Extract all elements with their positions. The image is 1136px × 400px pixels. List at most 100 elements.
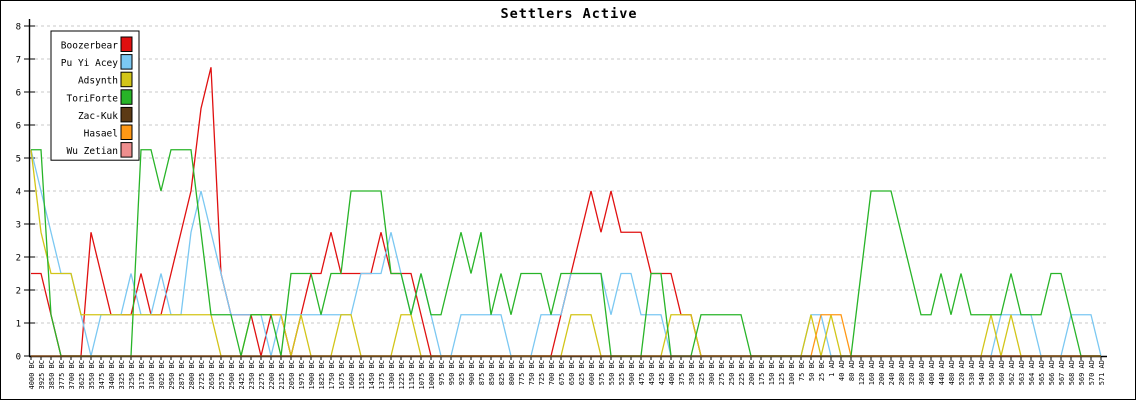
x-tick-label: 2575 BC bbox=[218, 360, 226, 390]
series-line-toriforte bbox=[31, 149, 1101, 357]
x-tick-label: 675 BC bbox=[558, 360, 566, 385]
x-tick-label: 2725 BC bbox=[198, 360, 206, 390]
x-tick-label: 3325 BC bbox=[118, 360, 126, 390]
y-tick-label: 2 bbox=[16, 254, 21, 264]
y-tick-label: 4 bbox=[16, 188, 21, 198]
x-tick-label: 1675 BC bbox=[338, 360, 346, 390]
x-tick-label: 275 BC bbox=[718, 360, 726, 385]
x-tick-label: 975 BC bbox=[438, 360, 446, 385]
x-tick-label: 850 BC bbox=[488, 360, 496, 385]
x-tick-label: 325 BC bbox=[698, 360, 706, 385]
x-tick-label: 440 AD bbox=[938, 360, 946, 385]
x-tick-label: 3550 BC bbox=[88, 360, 96, 390]
x-tick-label: 160 AD bbox=[868, 360, 876, 385]
x-tick-label: 520 AD bbox=[958, 360, 966, 385]
x-tick-label: 120 AD bbox=[858, 360, 866, 385]
y-axis-ticks bbox=[24, 25, 35, 357]
x-tick-label: 3700 BC bbox=[68, 360, 76, 390]
x-tick-label: 567 AD bbox=[1058, 360, 1066, 385]
x-tick-label: 2200 BC bbox=[268, 360, 276, 390]
x-tick-label: 1450 BC bbox=[368, 360, 376, 390]
x-tick-label: 425 BC bbox=[658, 360, 666, 385]
x-tick-label: 550 AD bbox=[988, 360, 996, 385]
x-tick-label: 1075 BC bbox=[418, 360, 426, 390]
x-tick-label: 540 AD bbox=[978, 360, 986, 385]
x-tick-label: 100 BC bbox=[788, 360, 796, 385]
x-tick-label: 570 AD bbox=[1088, 360, 1096, 385]
x-tick-label: 225 BC bbox=[738, 360, 746, 385]
legend-swatch bbox=[120, 71, 133, 88]
x-tick-label: 530 AD bbox=[968, 360, 976, 385]
x-tick-label: 3850 BC bbox=[48, 360, 56, 390]
x-tick-label: 925 BC bbox=[458, 360, 466, 385]
legend-label: Zac-Kuk bbox=[78, 111, 118, 122]
x-tick-label: 40 AD bbox=[838, 360, 846, 381]
x-tick-label: 3100 BC bbox=[148, 360, 156, 390]
legend-label: Adsynth bbox=[78, 76, 118, 87]
x-tick-label: 150 BC bbox=[768, 360, 776, 385]
x-tick-label: 3625 BC bbox=[78, 360, 86, 390]
series-line-boozerbear bbox=[31, 67, 1101, 357]
x-tick-label: 564 AD bbox=[1028, 360, 1036, 385]
x-tick-label: 2125 BC bbox=[278, 360, 286, 390]
x-tick-label: 2800 BC bbox=[188, 360, 196, 390]
x-tick-label: 950 BC bbox=[448, 360, 456, 385]
x-tick-label: 1900 BC bbox=[308, 360, 316, 390]
x-tick-label: 200 BC bbox=[748, 360, 756, 385]
x-tick-label: 571 AD bbox=[1098, 360, 1106, 385]
legend-label: Wu Zetian bbox=[67, 146, 118, 157]
legend-swatch bbox=[120, 142, 133, 158]
x-tick-label: 375 BC bbox=[678, 360, 686, 385]
x-tick-label: 4000 BC bbox=[28, 360, 36, 390]
x-tick-label: 1600 BC bbox=[348, 360, 356, 390]
x-tick-label: 360 AD bbox=[918, 360, 926, 385]
x-tick-label: 775 BC bbox=[518, 360, 526, 385]
x-tick-label: 725 BC bbox=[538, 360, 546, 385]
x-tick-label: 566 AD bbox=[1048, 360, 1056, 385]
x-tick-label: 800 BC bbox=[508, 360, 516, 385]
x-tick-label: 568 AD bbox=[1068, 360, 1076, 385]
y-tick-label: 3 bbox=[16, 221, 21, 231]
legend-swatch bbox=[120, 89, 133, 105]
series-lines bbox=[30, 67, 1102, 357]
x-tick-label: 525 BC bbox=[618, 360, 626, 385]
x-tick-label: 450 BC bbox=[648, 360, 656, 385]
x-tick-label: 500 BC bbox=[628, 360, 636, 385]
x-tick-label: 550 BC bbox=[608, 360, 616, 385]
x-tick-label: 320 AD bbox=[908, 360, 916, 385]
x-tick-label: 2275 BC bbox=[258, 360, 266, 390]
x-tick-label: 2650 BC bbox=[208, 360, 216, 390]
x-tick-label: 1000 BC bbox=[428, 360, 436, 390]
x-tick-label: 1375 BC bbox=[378, 360, 386, 390]
x-tick-label: 3925 BC bbox=[38, 360, 46, 390]
x-tick-label: 1825 BC bbox=[318, 360, 326, 390]
x-tick-label: 1975 BC bbox=[298, 360, 306, 390]
y-tick-label: 5 bbox=[16, 155, 21, 165]
x-tick-label: 1300 BC bbox=[388, 360, 396, 390]
x-tick-label: 562 AD bbox=[1008, 360, 1016, 385]
gridlines bbox=[35, 25, 1106, 324]
x-tick-label: 575 BC bbox=[598, 360, 606, 385]
series-line-adsynth bbox=[30, 149, 1101, 357]
x-tick-label: 2050 BC bbox=[288, 360, 296, 390]
x-tick-label: 625 BC bbox=[578, 360, 586, 385]
x-tick-label: 1150 BC bbox=[408, 360, 416, 390]
x-tick-label: 250 BC bbox=[728, 360, 736, 385]
y-tick-label: 0 bbox=[16, 353, 21, 363]
x-tick-label: 400 AD bbox=[928, 360, 936, 385]
x-tick-label: 3175 BC bbox=[138, 360, 146, 390]
x-tick-label: 2350 BC bbox=[248, 360, 256, 390]
x-tick-label: 350 BC bbox=[688, 360, 696, 385]
x-axis-ticks bbox=[30, 357, 1102, 360]
x-tick-label: 1525 BC bbox=[358, 360, 366, 390]
x-tick-label: 2425 BC bbox=[238, 360, 246, 390]
x-tick-label: 3250 BC bbox=[128, 360, 136, 390]
y-tick-label: 6 bbox=[16, 89, 21, 99]
x-tick-label: 400 BC bbox=[668, 360, 676, 385]
y-tick-label: 1 bbox=[16, 320, 21, 330]
x-tick-label: 569 AD bbox=[1078, 360, 1086, 385]
x-tick-label: 300 BC bbox=[708, 360, 716, 385]
x-tick-label: 25 BC bbox=[818, 360, 826, 381]
